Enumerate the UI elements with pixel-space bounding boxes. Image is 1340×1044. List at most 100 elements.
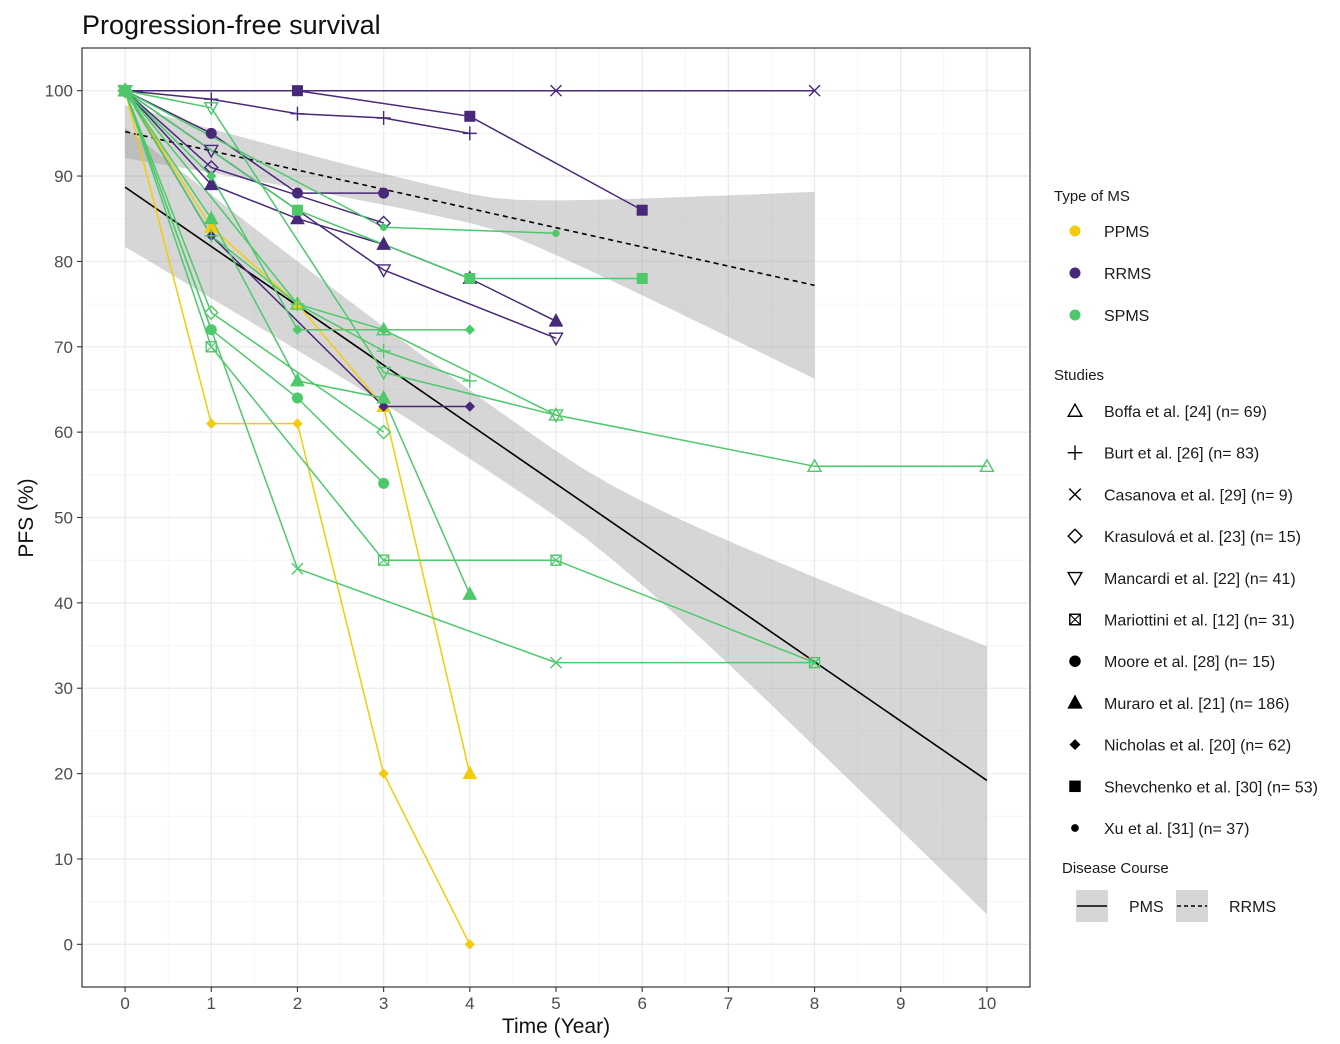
legend-type-label: PPMS <box>1104 224 1149 241</box>
data-point-triangle-open <box>289 296 306 310</box>
data-point-cross <box>808 84 821 97</box>
legend-study-label: Burt et al. [26] (n= 83) <box>1104 446 1259 463</box>
data-point-square <box>636 272 648 284</box>
x-axis-ticks: 0 1 2 3 4 5 6 7 8 9 10 <box>120 987 996 1013</box>
legend-type-swatch <box>1069 267 1081 279</box>
legend-course-title: Disease Course <box>1062 860 1169 877</box>
legend-studies-title: Studies <box>1054 367 1104 384</box>
data-point-diamond <box>378 768 389 779</box>
legend-study-label: Mancardi et al. [22] (n= 41) <box>1104 571 1296 588</box>
data-point-triangle <box>376 389 391 404</box>
data-point-diamond <box>378 324 389 335</box>
data-point-diamond <box>378 401 389 412</box>
data-point-triangle-open <box>806 458 823 472</box>
y-tick-label: 10 <box>54 850 73 869</box>
ci-band-rrms <box>125 105 815 379</box>
legend-type-label: RRMS <box>1104 266 1151 283</box>
x-tick-label: 10 <box>977 994 996 1013</box>
y-axis-ticks: 0 10 20 30 40 50 60 70 80 90 100 <box>45 82 82 954</box>
legend-study-label: Muraro et al. [21] (n= 186) <box>1104 696 1289 713</box>
data-point-triangle <box>290 372 305 387</box>
data-point-plus <box>376 344 391 359</box>
series-line <box>124 90 557 322</box>
legend-study-label: Boffa et al. [24] (n= 69) <box>1104 404 1267 421</box>
legend-type-swatch <box>1069 309 1081 321</box>
data-point-diamond <box>464 324 476 335</box>
chart-title: Progression-free survival <box>82 10 381 40</box>
data-point-triangle-down-open <box>548 332 564 347</box>
data-point-circle-small <box>552 229 560 237</box>
legend-study-label: Xu et al. [31] (n= 37) <box>1104 821 1249 838</box>
x-axis-label: Time (Year) <box>502 1015 610 1038</box>
x-tick-label: 3 <box>379 994 388 1013</box>
y-tick-label: 80 <box>54 252 73 271</box>
legend-study-label: Mariottini et al. [12] (n= 31) <box>1104 613 1295 630</box>
data-point-diamond <box>206 170 217 182</box>
data-point-square <box>291 204 303 216</box>
series-line <box>124 90 987 468</box>
y-tick-label: 50 <box>54 509 73 528</box>
trend-lines <box>124 130 988 782</box>
data-point-triangle <box>203 176 219 191</box>
data-point-diamond <box>292 324 303 335</box>
legend: Type of MS PPMS RRMS SPMS Studies Boffa et… <box>1054 188 1318 922</box>
data-point-cross <box>291 562 304 575</box>
y-tick-label: 70 <box>54 338 73 357</box>
legend-type-swatch <box>1069 225 1081 237</box>
x-tick-label: 9 <box>896 994 905 1013</box>
trend-line-pms <box>124 186 988 782</box>
legend-course-items: PMS RRMS <box>1076 890 1276 922</box>
x-tick-label: 0 <box>120 994 129 1013</box>
y-tick-label: 90 <box>54 167 73 186</box>
data-point-circle <box>291 392 303 404</box>
data-point-plus <box>204 92 219 107</box>
data-point-cross <box>550 656 562 669</box>
data-point-triangle <box>548 313 564 327</box>
data-point-diamond <box>206 418 217 429</box>
data-point-diamond-open <box>1067 528 1083 544</box>
data-point-square-cross <box>1069 613 1081 626</box>
x-tick-label: 1 <box>207 994 216 1013</box>
series-line <box>124 90 384 194</box>
data-point-circle <box>378 477 390 489</box>
ci-band-pms <box>125 127 987 915</box>
x-tick-label: 7 <box>724 994 733 1013</box>
trend-line-rrms <box>124 130 815 287</box>
legend-study-label: Moore et al. [28] (n= 15) <box>1104 654 1275 671</box>
y-tick-label: 40 <box>54 594 73 613</box>
series-line <box>124 90 384 224</box>
data-point-plus <box>462 126 477 141</box>
data-point-cross <box>119 84 132 97</box>
data-point-cross <box>1068 488 1082 501</box>
y-tick-label: 0 <box>64 935 73 954</box>
data-point-circle-small <box>379 223 388 231</box>
data-point-triangle-open <box>548 407 564 421</box>
data-point-plus <box>376 110 391 125</box>
legend-type-items: PPMS RRMS SPMS <box>1069 224 1151 325</box>
x-tick-label: 8 <box>810 994 819 1013</box>
x-tick-label: 6 <box>637 994 646 1013</box>
data-point-triangle-down-open <box>548 409 564 423</box>
y-tick-label: 20 <box>54 765 73 784</box>
data-point-triangle-down-open <box>203 144 219 159</box>
data-point-square-cross <box>205 341 217 353</box>
data-point-square <box>636 204 648 216</box>
data-point-square <box>464 272 476 284</box>
data-point-triangle-down-open <box>375 264 392 278</box>
data-point-plus <box>1067 445 1083 461</box>
legend-study-label: Nicholas et al. [20] (n= 62) <box>1104 738 1291 755</box>
data-point-circle <box>378 187 390 199</box>
legend-type-label: SPMS <box>1104 308 1149 325</box>
data-point-triangle <box>462 765 478 780</box>
data-point-triangle-down-open <box>375 366 392 381</box>
legend-course-label: PMS <box>1129 899 1164 916</box>
data-point-diamond <box>464 401 476 412</box>
legend-study-label: Krasulová et al. [23] (n= 15) <box>1104 529 1301 546</box>
data-point-triangle <box>290 210 305 225</box>
x-tick-label: 5 <box>551 994 560 1013</box>
data-point-diamond <box>464 939 476 950</box>
data-point-circle <box>1069 655 1081 667</box>
legend-study-label: Casanova et al. [29] (n= 9) <box>1104 487 1293 504</box>
data-point-triangle-open <box>1066 402 1084 417</box>
data-point-square-cross <box>550 554 562 566</box>
